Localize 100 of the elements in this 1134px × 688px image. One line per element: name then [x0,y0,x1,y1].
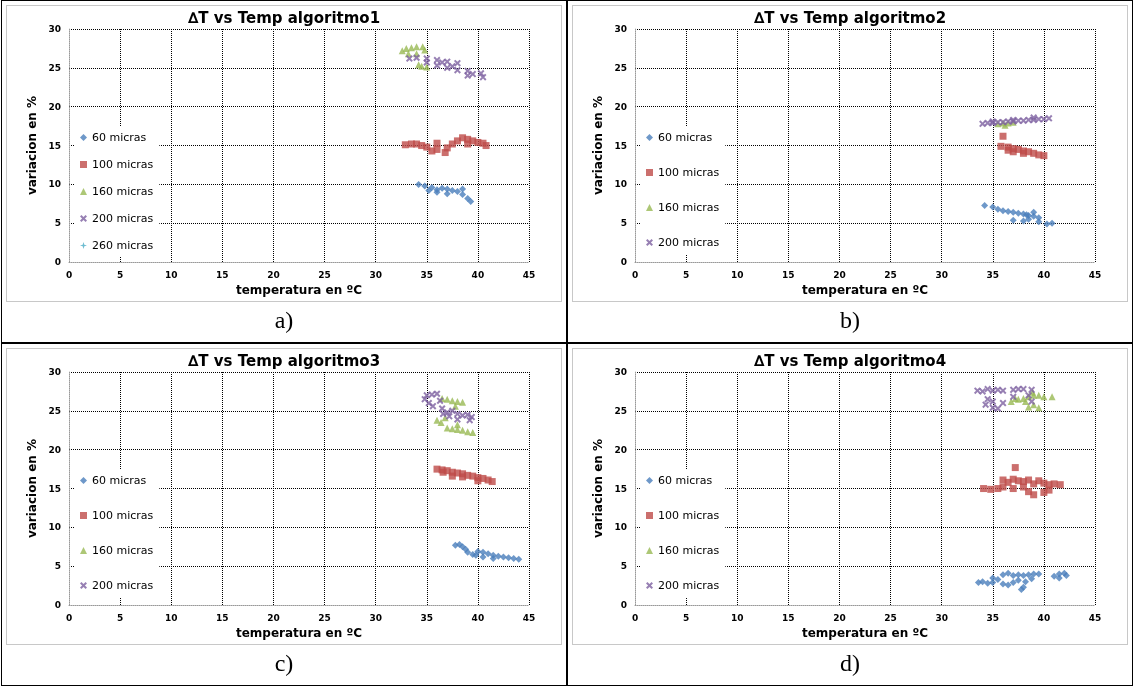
y-tick-label: 30 [614,367,627,377]
x-tick-label: 5 [116,269,124,280]
y-tick-label: 20 [48,444,61,455]
legend-label: 260 micras [92,239,154,252]
legend-label: 200 micras [92,579,154,592]
y-tick-label: 10 [48,522,61,533]
text: b) [840,307,860,333]
chart-title: ∆T vs Temp algoritmo2 [753,8,947,27]
y-tick-label: 30 [614,24,627,34]
x-tick-label: 35 [420,269,434,280]
x-axis-title: temperatura en ºC [801,626,929,640]
y-tick-label: 25 [614,405,627,416]
legend-label: 200 micras [658,236,720,249]
x-tick-label: 35 [986,269,1000,280]
x-tick-label: 20 [833,612,846,623]
x-tick-label: 45 [522,612,536,623]
y-tick-label: 15 [614,483,627,494]
x-tick-label: 30 [935,269,948,280]
text: c) [274,650,294,676]
y-tick-label: 0 [54,257,61,268]
y-tick-label: 5 [54,218,61,229]
x-tick-label: 10 [164,612,178,623]
legend-label: 60 micras [92,474,147,487]
x-tick-label: 25 [318,612,331,623]
x-tick-label: 0 [65,612,73,623]
x-tick-label: 20 [267,612,280,623]
y-tick-label: 30 [48,24,61,34]
x-axis-title: temperatura en ºC [235,626,363,640]
y-tick-label: 15 [48,483,61,494]
legend-label: 100 micras [658,166,720,179]
x-tick-label: 15 [216,269,229,280]
y-axis-title: variacion en % [590,95,605,196]
legend-label: 160 micras [92,544,154,557]
x-tick-label: 0 [65,269,73,280]
y-tick-label: 10 [614,179,627,190]
x-tick-label: 10 [730,612,744,623]
text: a) [274,307,294,333]
y-tick-label: 0 [620,600,627,611]
y-tick-label: 30 [48,367,61,377]
y-tick-label: 5 [620,218,627,229]
y-tick-label: 20 [48,101,61,112]
x-tick-label: 10 [730,269,744,280]
x-tick-label: 40 [471,612,485,623]
x-tick-label: 35 [986,612,1000,623]
y-tick-label: 10 [48,179,61,190]
y-tick-label: 20 [614,101,627,112]
x-tick-label: 25 [318,269,331,280]
y-tick-label: 0 [620,257,627,268]
y-tick-label: 0 [54,600,61,611]
x-tick-label: 35 [420,612,434,623]
x-tick-label: 20 [833,269,846,280]
y-axis-title: variacion en % [24,438,39,539]
y-tick-label: 20 [614,444,627,455]
legend-label: 160 micras [92,185,154,198]
legend-label: 100 micras [658,509,720,522]
y-tick-label: 15 [48,140,61,151]
legend-label: 60 micras [658,474,713,487]
x-tick-label: 45 [522,269,536,280]
y-tick-label: 10 [614,522,627,533]
x-tick-label: 30 [369,269,382,280]
x-tick-label: 40 [471,269,485,280]
chart-title: ∆T vs Temp algoritmo1 [187,8,381,27]
legend-label: 100 micras [92,509,154,522]
x-tick-label: 15 [216,612,229,623]
text: d) [840,650,860,676]
x-tick-label: 40 [1037,269,1051,280]
x-tick-label: 25 [884,612,897,623]
x-tick-label: 5 [682,612,690,623]
x-tick-label: 40 [1037,612,1051,623]
x-tick-label: 45 [1088,269,1102,280]
legend-label: 160 micras [658,201,720,214]
x-axis-title: temperatura en ºC [801,283,929,297]
y-tick-label: 25 [614,62,627,73]
x-tick-label: 5 [682,269,690,280]
x-tick-label: 20 [267,269,280,280]
x-tick-label: 0 [631,269,639,280]
legend-label: 100 micras [92,158,154,171]
y-axis-title: variacion en % [24,95,39,196]
legend-label: 160 micras [658,544,720,557]
x-tick-label: 0 [631,612,639,623]
legend-label: 200 micras [658,579,720,592]
y-tick-label: 25 [48,405,61,416]
y-tick-label: 15 [614,140,627,151]
legend-label: 60 micras [658,131,713,144]
x-tick-label: 15 [782,612,795,623]
y-tick-label: 5 [54,561,61,572]
x-tick-label: 45 [1088,612,1102,623]
x-tick-label: 25 [884,269,897,280]
y-axis-title: variacion en % [590,438,605,539]
chart-title: ∆T vs Temp algoritmo4 [753,351,947,370]
x-tick-label: 10 [164,269,178,280]
y-tick-label: 5 [620,561,627,572]
x-tick-label: 15 [782,269,795,280]
x-tick-label: 30 [369,612,382,623]
x-axis-title: temperatura en ºC [235,283,363,297]
legend-label: 60 micras [92,131,147,144]
x-tick-label: 5 [116,612,124,623]
x-tick-label: 30 [935,612,948,623]
y-tick-label: 25 [48,62,61,73]
legend-label: 200 micras [92,212,154,225]
